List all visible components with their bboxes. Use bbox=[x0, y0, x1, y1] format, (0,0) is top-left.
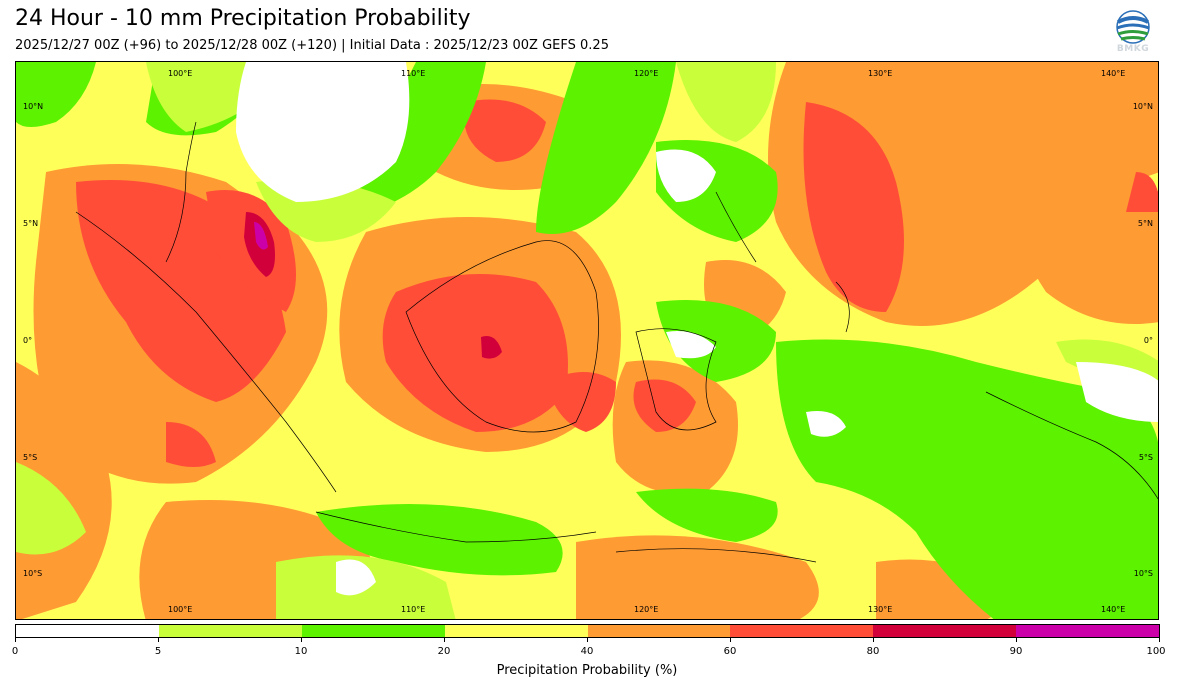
colorbar-tick-label: 90 bbox=[1009, 646, 1023, 657]
page-title: 24 Hour - 10 mm Precipitation Probabilit… bbox=[15, 6, 471, 31]
lon-label-bottom: 110°E bbox=[401, 605, 426, 614]
lat-label-left: 10°S bbox=[23, 569, 43, 578]
lon-label-top: 130°E bbox=[868, 69, 893, 78]
lat-label-left: 5°S bbox=[23, 453, 38, 462]
colorbar-tickmark bbox=[301, 638, 302, 642]
colorbar-tick-label: 40 bbox=[580, 646, 594, 657]
colorbar-tickmark bbox=[444, 638, 445, 642]
colorbar-tick-label: 80 bbox=[866, 646, 880, 657]
colorbar-bin bbox=[873, 625, 1017, 637]
precipitation-field bbox=[16, 62, 1158, 619]
colorbar-tick-label: 100 bbox=[1146, 646, 1166, 657]
colorbar-tick-label: 20 bbox=[437, 646, 451, 657]
colorbar-tick-label: 60 bbox=[723, 646, 737, 657]
colorbar-bin bbox=[301, 625, 445, 637]
lon-label-top: 140°E bbox=[1101, 69, 1126, 78]
colorbar-tick-label: 5 bbox=[154, 646, 162, 657]
lon-label-bottom: 140°E bbox=[1101, 605, 1126, 614]
lat-label-right: 5°S bbox=[1138, 453, 1153, 462]
forecast-period-subtitle: 2025/12/27 00Z (+96) to 2025/12/28 00Z (… bbox=[15, 38, 609, 53]
colorbar-tickmark bbox=[1159, 638, 1160, 642]
lon-label-bottom: 100°E bbox=[168, 605, 193, 614]
colorbar-bin bbox=[16, 625, 159, 637]
lon-label-top: 100°E bbox=[168, 69, 193, 78]
colorbar-axis-label: Precipitation Probability (%) bbox=[496, 663, 678, 678]
colorbar-bin bbox=[587, 625, 731, 637]
colorbar-tickmark bbox=[730, 638, 731, 642]
lon-label-top: 110°E bbox=[401, 69, 426, 78]
lon-label-bottom: 120°E bbox=[634, 605, 659, 614]
lat-label-right: 5°N bbox=[1137, 219, 1153, 228]
colorbar-tickmark bbox=[15, 638, 16, 642]
logo-text: BMKG bbox=[1116, 44, 1150, 54]
colorbar-bin bbox=[1016, 625, 1159, 637]
colorbar-tickmark bbox=[587, 638, 588, 642]
bmkg-logo-icon bbox=[1116, 10, 1150, 44]
colorbar-tickmark bbox=[158, 638, 159, 642]
lat-label-right: 0° bbox=[1143, 336, 1153, 345]
lat-label-right: 10°S bbox=[1133, 569, 1153, 578]
colorbar-tick-label: 10 bbox=[294, 646, 308, 657]
lat-label-left: 5°N bbox=[23, 219, 39, 228]
lat-label-right: 10°N bbox=[1132, 102, 1153, 111]
lon-label-bottom: 130°E bbox=[868, 605, 893, 614]
colorbar-tickmark bbox=[873, 638, 874, 642]
colorbar-bin bbox=[444, 625, 588, 637]
precipitation-map: 100°E 110°E 120°E 130°E 140°E 100°E 110°… bbox=[15, 61, 1159, 620]
lat-label-left: 0° bbox=[23, 336, 33, 345]
colorbar bbox=[15, 624, 1160, 638]
colorbar-tick-label: 0 bbox=[11, 646, 19, 657]
colorbar-bin bbox=[158, 625, 302, 637]
lat-label-left: 10°N bbox=[23, 102, 44, 111]
colorbar-bin bbox=[730, 625, 874, 637]
lon-label-top: 120°E bbox=[634, 69, 659, 78]
colorbar-tickmark bbox=[1016, 638, 1017, 642]
